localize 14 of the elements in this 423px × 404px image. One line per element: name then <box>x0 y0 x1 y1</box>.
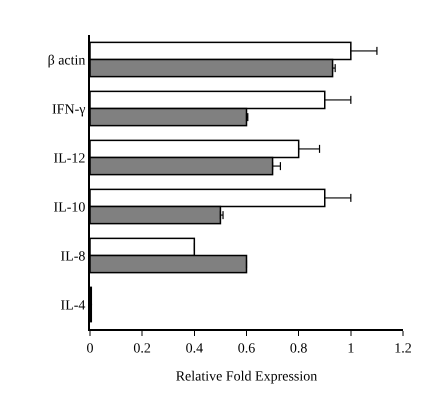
y-tick-label: IL-10 <box>54 200 86 216</box>
y-tick-label: IL-4 <box>60 298 86 314</box>
y-tick-label: IFN-γ <box>52 102 86 118</box>
y-tick-label: IL-8 <box>60 249 86 264</box>
x-axis-title: Relative Fold Expression <box>176 369 318 384</box>
y-tick-label: IL-12 <box>54 151 86 166</box>
x-tick-label: 1 <box>347 342 354 357</box>
x-tick-label: 0.8 <box>290 342 308 357</box>
y-tick-label: β actin <box>48 53 86 68</box>
x-tick-label: 0 <box>86 342 94 357</box>
x-tick-label: 0.6 <box>238 342 256 357</box>
x-tick-label: 0.2 <box>133 342 151 357</box>
x-tick-label: 1.2 <box>394 342 412 357</box>
x-tick-label: 0.4 <box>186 342 204 357</box>
